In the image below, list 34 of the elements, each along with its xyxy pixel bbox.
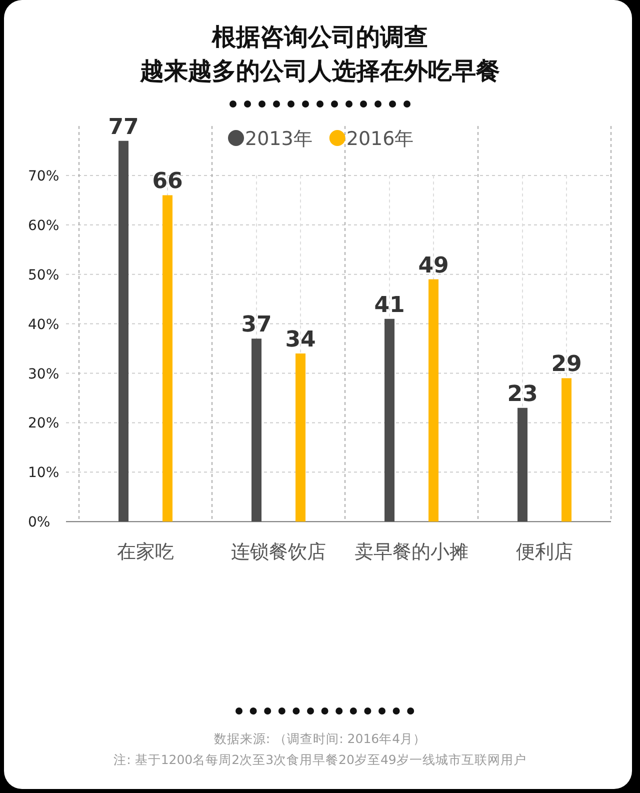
y-tick-label: 40%	[28, 316, 60, 333]
chart-title: 根据咨询公司的调查	[211, 23, 428, 51]
x-tick-label: 便利店	[516, 541, 573, 563]
y-tick-label: 50%	[28, 267, 60, 284]
x-tick-label: 连锁餐饮店	[231, 541, 326, 563]
bar	[252, 338, 262, 522]
text: 注: 基于1200名每周2次至3次食用早餐20岁至49岁一线城市互联网用户	[114, 752, 526, 767]
y-tick-label: 0%	[28, 514, 50, 531]
bar	[428, 279, 438, 522]
bar	[518, 408, 528, 522]
bar	[562, 378, 572, 522]
bar	[296, 353, 306, 522]
bar	[384, 318, 394, 522]
bar	[118, 140, 128, 522]
legend-label: 2013年	[245, 128, 312, 150]
data-label: 23	[507, 382, 538, 407]
y-tick-label: 60%	[28, 218, 60, 234]
y-tick-label: 10%	[28, 465, 60, 482]
x-tick-label: 卖早餐的小摊	[354, 541, 468, 563]
data-label: 29	[551, 352, 582, 378]
legend-label: 2016年	[346, 128, 414, 150]
data-label: 37	[241, 312, 272, 338]
y-tick-label: 30%	[28, 366, 60, 382]
x-tick-label: 在家吃	[117, 541, 174, 563]
source-note: 数据来源: （调查时间: 2016年4月）	[214, 731, 426, 746]
chart-subtitle: 越来越多的公司人选择在外吃早餐	[139, 57, 500, 85]
y-tick-label: 20%	[28, 416, 60, 432]
y-tick-label: 70%	[28, 168, 60, 184]
bar	[162, 195, 172, 522]
data-label: 41	[374, 292, 405, 318]
data-label: 66	[152, 169, 183, 194]
data-label: 34	[285, 327, 316, 352]
data-label: 49	[418, 253, 449, 278]
data-label: 77	[108, 114, 139, 140]
